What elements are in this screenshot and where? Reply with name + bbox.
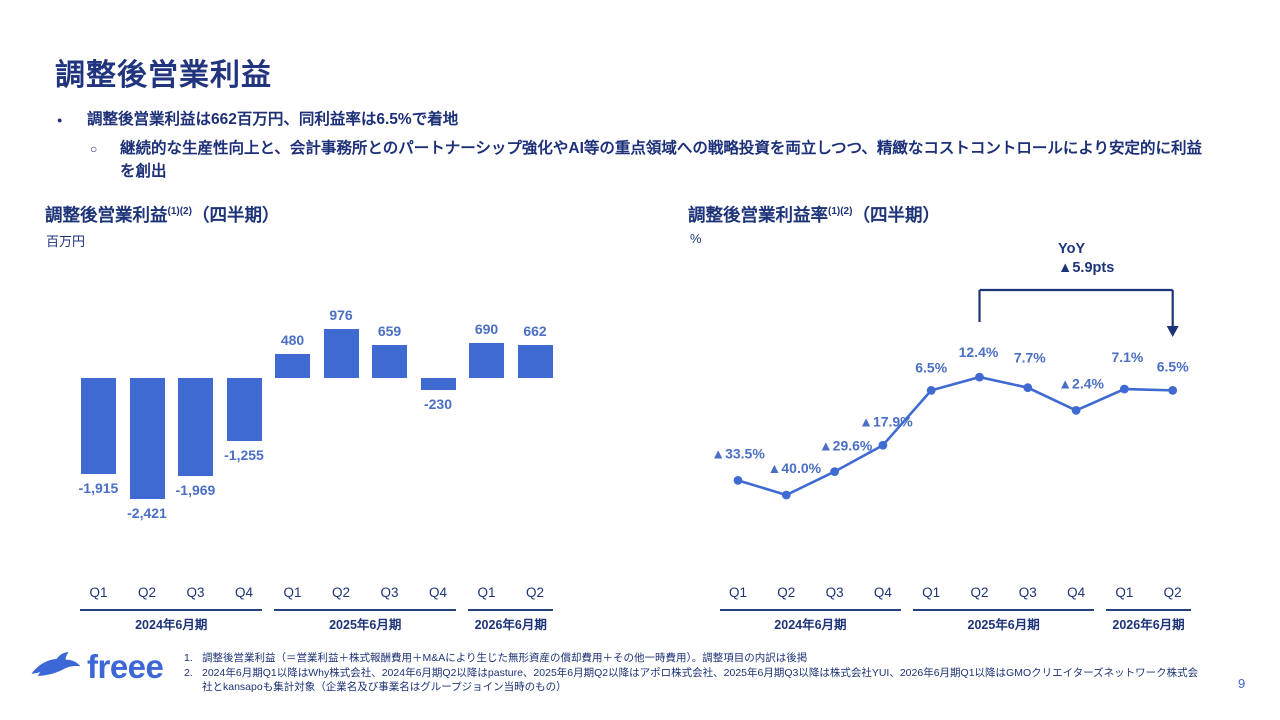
bar xyxy=(517,345,553,378)
axis-group-line xyxy=(468,609,554,611)
line-chart-title: 調整後営業利益率(1)(2)（四半期） xyxy=(688,202,940,227)
axis-quarter-label: Q2 xyxy=(525,585,544,600)
yoy-annotation: YoY ▲5.9pts xyxy=(1058,240,1114,278)
axis-quarter-label: Q1 xyxy=(477,585,496,600)
axis-group-line xyxy=(913,609,1095,611)
bullet-item-2: ○ 継続的な生産性向上と、会計事務所とのパートナーシップ強化やAI等の重点領域へ… xyxy=(90,137,1215,184)
bar xyxy=(81,378,116,474)
footnote-1: 1. 調整後営業利益（＝営業利益＋株式報酬費用＋M&Aにより生じた無形資産の償却… xyxy=(184,651,1199,666)
axis-group-label: 2024年6月期 xyxy=(774,618,847,632)
axis-group-line xyxy=(1106,609,1191,611)
bar xyxy=(323,329,359,378)
bar xyxy=(178,378,213,476)
bar-value-label: -1,915 xyxy=(78,480,119,496)
axis-quarter-label: Q3 xyxy=(825,585,844,600)
axis-quarter-label: Q3 xyxy=(380,585,399,600)
bar xyxy=(275,354,310,378)
footnotes: 1. 調整後営業利益（＝営業利益＋株式報酬費用＋M&Aにより生じた無形資産の償却… xyxy=(184,651,1199,695)
axis-quarter-label: Q2 xyxy=(331,585,350,600)
axis-group-label: 2025年6月期 xyxy=(329,618,402,632)
line-chart-title-text: 調整後営業利益率 xyxy=(688,205,828,225)
axis-quarter-label: Q3 xyxy=(1018,585,1037,600)
bar-value-label: 976 xyxy=(329,307,353,323)
line-chart-title-footref: (1)(2) xyxy=(828,206,853,218)
bullet-text-2: 継続的な生産性向上と、会計事務所とのパートナーシップ強化やAI等の重点領域への戦… xyxy=(120,140,1203,181)
bullet-icon: ● xyxy=(57,115,63,125)
bar xyxy=(469,343,504,378)
bar-chart-title-footref: (1)(2) xyxy=(167,206,192,218)
page-number: 9 xyxy=(1238,676,1246,691)
bullet-text-1: 調整後営業利益は662百万円、同利益率は6.5%で着地 xyxy=(87,111,459,128)
axis-quarter-label: Q2 xyxy=(1163,585,1182,600)
bar xyxy=(226,378,262,441)
freee-logo: freee xyxy=(30,648,164,686)
page-title: 調整後営業利益 xyxy=(55,59,272,92)
axis-quarter-label: Q4 xyxy=(873,585,892,600)
axis-group-label: 2026年6月期 xyxy=(1112,618,1185,632)
bar-value-label: -2,421 xyxy=(127,505,167,521)
bar-value-label: -1,969 xyxy=(175,482,216,498)
bar-value-label: 480 xyxy=(280,332,305,348)
freee-logo-text: freee xyxy=(87,648,164,685)
footnote-2-text: 2024年6月期Q1以降はWhy株式会社、2024年6月期Q2以降はpastur… xyxy=(202,666,1199,694)
bar-chart-title-text: 調整後営業利益 xyxy=(45,205,168,225)
bar-chart-unit-label: 百万円 xyxy=(46,234,86,249)
axis-group-label: 2024年6月期 xyxy=(135,618,208,632)
axis-group-line xyxy=(274,609,457,611)
footnote-2: 2. 2024年6月期Q1以降はWhy株式会社、2024年6月期Q2以降はpas… xyxy=(184,666,1199,695)
yoy-annotation-line2: ▲5.9pts xyxy=(1058,259,1115,276)
axis-quarter-label: Q1 xyxy=(283,585,302,600)
bar-chart-title: 調整後営業利益(1)(2)（四半期） xyxy=(45,202,279,227)
footnote-1-number: 1. xyxy=(184,652,193,664)
bar-value-label: 662 xyxy=(523,323,547,339)
freee-swallow-icon xyxy=(31,652,81,676)
bar xyxy=(129,378,165,499)
axis-quarter-label: Q4 xyxy=(1067,585,1086,600)
axis-quarter-label: Q2 xyxy=(137,585,156,600)
axis-quarter-label: Q3 xyxy=(186,585,205,600)
axis-quarter-label: Q2 xyxy=(777,585,796,600)
bar xyxy=(420,378,456,390)
axis-quarter-label: Q2 xyxy=(970,585,989,600)
footnote-1-text: 調整後営業利益（＝営業利益＋株式報酬費用＋M&Aにより生じた無形資産の償却費用＋… xyxy=(202,652,808,664)
bar-chart-title-suffix: （四半期） xyxy=(191,205,280,225)
axis-group-label: 2026年6月期 xyxy=(474,618,547,632)
axis-quarter-label: Q1 xyxy=(922,585,941,600)
bar-value-label: -1,255 xyxy=(224,447,264,463)
bar-value-label: -230 xyxy=(423,396,453,412)
bar-value-label: 690 xyxy=(474,321,499,337)
footnote-2-number: 2. xyxy=(184,666,193,679)
bar-value-label: 659 xyxy=(377,323,402,339)
line-chart-title-suffix: （四半期） xyxy=(852,205,940,225)
axis-quarter-label: Q4 xyxy=(234,585,253,600)
axis-quarter-label: Q1 xyxy=(728,585,747,600)
axis-quarter-label: Q4 xyxy=(428,585,447,600)
line-chart-unit-label: % xyxy=(690,231,702,246)
sub-bullet-icon: ○ xyxy=(90,142,98,156)
bar xyxy=(372,345,407,378)
bullet-item-1: ● 調整後営業利益は662百万円、同利益率は6.5%で着地 xyxy=(57,108,1197,131)
axis-quarter-label: Q1 xyxy=(1115,585,1134,600)
axis-group-line xyxy=(80,609,263,611)
axis-group-label: 2025年6月期 xyxy=(967,618,1040,632)
axis-group-line xyxy=(719,609,902,611)
axis-quarter-label: Q1 xyxy=(89,585,108,600)
yoy-annotation-line1: YoY xyxy=(1058,241,1086,257)
